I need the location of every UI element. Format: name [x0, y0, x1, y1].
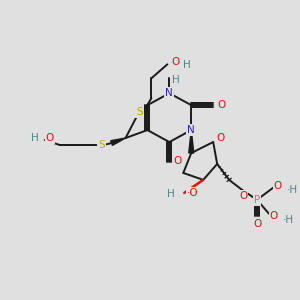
Text: ·O: ·O — [187, 188, 199, 198]
Text: O: O — [217, 100, 225, 110]
Text: O: O — [253, 219, 261, 229]
Text: H: H — [167, 189, 174, 199]
Text: O: O — [171, 57, 179, 67]
Text: O: O — [46, 133, 54, 143]
Text: ·H: ·H — [283, 215, 294, 225]
Text: H: H — [172, 75, 180, 85]
Text: H: H — [31, 133, 39, 143]
Text: ·H: ·H — [287, 185, 298, 195]
Text: N: N — [166, 88, 173, 98]
Text: O: O — [173, 156, 182, 166]
Text: N: N — [188, 125, 195, 135]
Text: O: O — [216, 133, 224, 143]
Polygon shape — [189, 130, 194, 153]
Text: O: O — [270, 211, 278, 221]
Text: O: O — [239, 191, 247, 201]
Text: H: H — [183, 60, 191, 70]
Text: S: S — [136, 107, 143, 117]
Text: P: P — [254, 195, 260, 205]
Polygon shape — [111, 138, 125, 146]
Text: O: O — [274, 181, 282, 191]
Text: S: S — [98, 140, 105, 150]
